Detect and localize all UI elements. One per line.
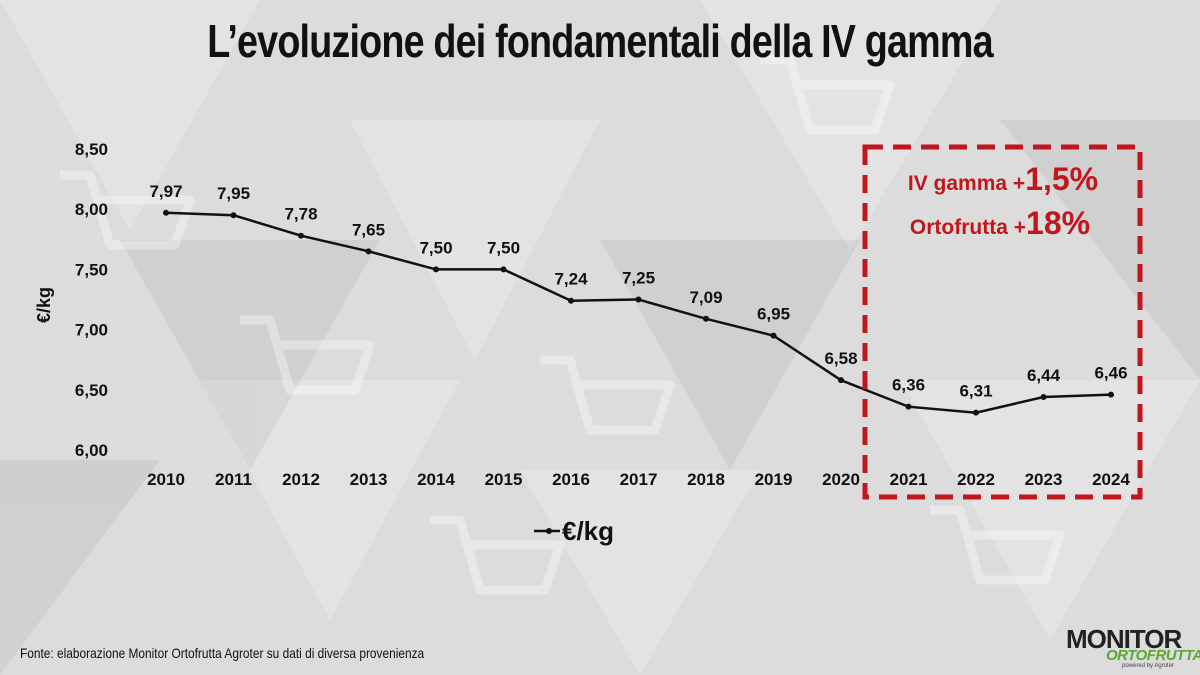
data-label: 7,78 bbox=[284, 205, 317, 224]
source-note: Fonte: elaborazione Monitor Ortofrutta A… bbox=[20, 645, 425, 661]
y-tick-label: 8,00 bbox=[75, 200, 108, 219]
data-label: 7,97 bbox=[149, 182, 182, 201]
page-title: L’evoluzione dei fondamentali della IV g… bbox=[207, 15, 993, 67]
data-point bbox=[770, 332, 777, 339]
y-tick-label: 8,50 bbox=[75, 140, 108, 159]
x-tick-label: 2015 bbox=[485, 470, 523, 489]
data-point bbox=[298, 232, 304, 239]
data-point bbox=[568, 297, 574, 304]
data-label: 6,95 bbox=[757, 305, 790, 324]
data-label: 7,50 bbox=[487, 238, 520, 257]
callout-value-2: 18% bbox=[1026, 205, 1090, 241]
legend: €/kg bbox=[534, 516, 614, 546]
x-tick-label: 2023 bbox=[1025, 470, 1063, 489]
x-tick-label: 2020 bbox=[822, 470, 860, 489]
data-label: 7,25 bbox=[622, 269, 655, 288]
data-point bbox=[365, 248, 372, 255]
data-label: 6,31 bbox=[959, 382, 992, 401]
x-tick-label: 2011 bbox=[215, 470, 252, 489]
callout-value-1: 1,5% bbox=[1025, 161, 1098, 197]
callout-label-1: IV gamma + bbox=[908, 172, 1025, 195]
y-tick-label: 6,50 bbox=[75, 381, 108, 400]
data-label: 7,65 bbox=[352, 220, 385, 239]
logo-text-3: powered by Agroter bbox=[1122, 663, 1175, 669]
data-point bbox=[703, 315, 709, 322]
logo-text-2: ORTOFRUTTA bbox=[1106, 647, 1200, 664]
x-tick-label: 2017 bbox=[620, 470, 658, 489]
x-tick-label: 2018 bbox=[687, 470, 725, 489]
data-point bbox=[1108, 391, 1114, 398]
x-tick-label: 2022 bbox=[957, 470, 995, 489]
data-point bbox=[500, 266, 507, 273]
data-point bbox=[635, 296, 642, 303]
data-label: 7,09 bbox=[689, 288, 722, 307]
x-tick-label: 2013 bbox=[350, 470, 388, 489]
x-tick-label: 2010 bbox=[147, 470, 185, 489]
data-point bbox=[1040, 394, 1047, 401]
x-tick-label: 2012 bbox=[282, 470, 320, 489]
y-tick-label: 7,50 bbox=[75, 260, 108, 279]
x-tick-label: 2021 bbox=[890, 470, 928, 489]
data-point bbox=[905, 403, 912, 410]
data-point bbox=[973, 409, 979, 416]
callout-label-2: Ortofrutta + bbox=[910, 216, 1026, 239]
data-label: 7,50 bbox=[419, 238, 452, 257]
y-tick-label: 6,00 bbox=[75, 441, 108, 460]
callout-line-1: IV gamma +1,5% bbox=[908, 161, 1098, 197]
x-tick-label: 2016 bbox=[552, 470, 590, 489]
monitor-ortofrutta-logo: MONITOR ORTOFRUTTA powered by Agroter bbox=[1066, 624, 1200, 670]
x-tick-label: 2014 bbox=[417, 470, 455, 489]
highlight-box bbox=[862, 144, 1143, 500]
legend-marker-icon bbox=[546, 528, 552, 534]
data-label: 7,95 bbox=[217, 184, 250, 203]
data-point bbox=[230, 212, 237, 219]
data-label: 6,58 bbox=[824, 349, 857, 368]
data-label: 6,36 bbox=[892, 376, 925, 395]
x-tick-label: 2019 bbox=[755, 470, 793, 489]
data-label: 7,24 bbox=[554, 270, 588, 289]
data-label: 6,44 bbox=[1027, 366, 1061, 385]
legend-label: €/kg bbox=[562, 516, 614, 546]
data-label: 6,46 bbox=[1094, 364, 1127, 383]
y-tick-label: 7,00 bbox=[75, 321, 108, 340]
data-point bbox=[433, 266, 439, 273]
data-point bbox=[163, 209, 169, 216]
x-tick-label: 2024 bbox=[1092, 470, 1130, 489]
y-axis-label: €/kg bbox=[34, 287, 54, 323]
logo-text-1: MONITOR bbox=[1066, 624, 1182, 654]
data-point bbox=[838, 377, 844, 384]
callout-line-2: Ortofrutta +18% bbox=[910, 205, 1090, 241]
